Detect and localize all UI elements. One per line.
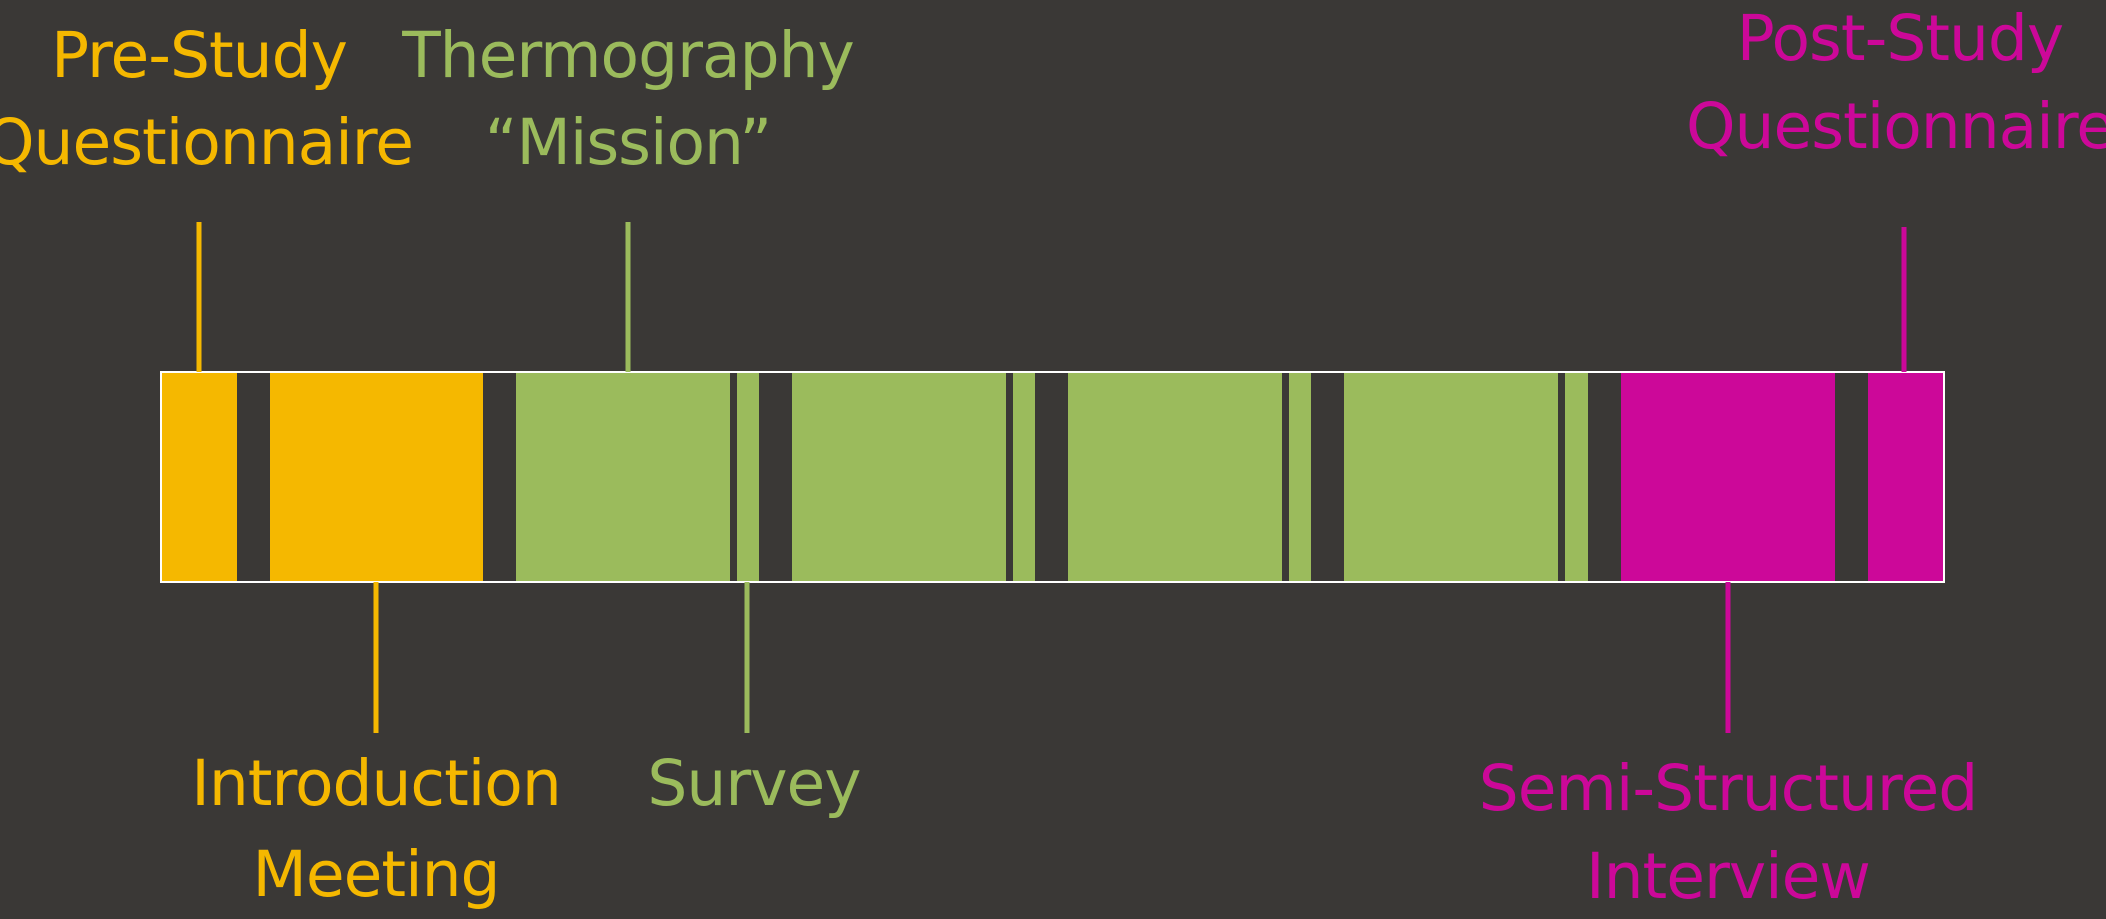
label-survey-line-1: Survey bbox=[647, 747, 860, 820]
segment-survey-1 bbox=[737, 372, 759, 582]
segment-survey-3 bbox=[1289, 372, 1311, 582]
segment-mission-3 bbox=[1068, 372, 1282, 582]
label-introduction-meeting-line-2: Meeting bbox=[253, 838, 500, 911]
segment-survey-4 bbox=[1565, 372, 1588, 582]
label-semi-structured-interview-line-2: Interview bbox=[1586, 840, 1870, 913]
label-introduction-meeting-line-1: Introduction bbox=[191, 747, 561, 820]
segment-mission-1 bbox=[516, 372, 730, 582]
segment-survey-2 bbox=[1013, 372, 1035, 582]
segment-pre-study-questionnaire bbox=[161, 372, 237, 582]
timeline-bar-outline bbox=[160, 371, 1945, 583]
segment-introduction-meeting bbox=[270, 372, 483, 582]
label-semi-structured-interview-line-1: Semi-Structured bbox=[1479, 752, 1977, 825]
label-post-study-questionnaire-line-2: Questionnaire bbox=[1686, 90, 2106, 163]
label-pre-study-questionnaire-line-1: Pre-Study bbox=[51, 19, 347, 92]
segment-semi-structured-interview bbox=[1621, 372, 1835, 582]
label-pre-study-questionnaire-line-2: Questionnaire bbox=[0, 106, 413, 179]
segment-mission-4 bbox=[1344, 372, 1558, 582]
label-thermography-mission-line-2: “Mission” bbox=[485, 106, 771, 179]
label-thermography-mission-line-1: Thermography bbox=[401, 19, 854, 92]
segment-mission-2 bbox=[792, 372, 1006, 582]
label-post-study-questionnaire-line-1: Post-Study bbox=[1737, 2, 2063, 75]
segment-post-study-questionnaire bbox=[1868, 372, 1944, 582]
